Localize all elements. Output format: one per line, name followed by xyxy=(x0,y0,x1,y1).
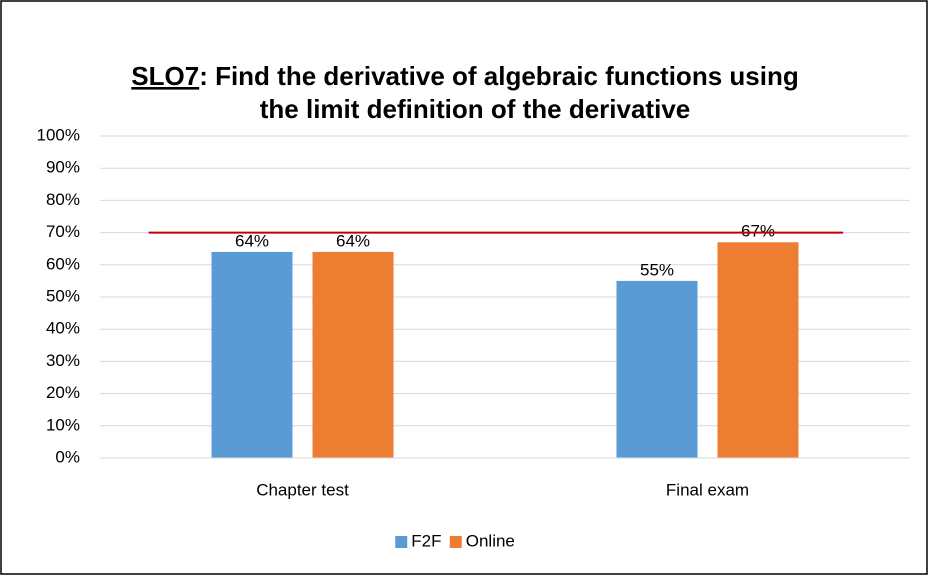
chart-title: SLO7: Find the derivative of algebraic f… xyxy=(131,61,798,91)
x-tick-label: Final exam xyxy=(666,480,749,499)
bar xyxy=(312,251,394,458)
y-tick-label: 30% xyxy=(46,351,80,370)
legend-swatch xyxy=(395,536,408,548)
y-tick-label: 0% xyxy=(55,447,80,466)
chart-title-line: the limit definition of the derivative xyxy=(260,94,691,124)
y-tick-label: 10% xyxy=(46,415,80,434)
legend-label: F2F xyxy=(411,531,441,550)
y-tick-label: 80% xyxy=(46,190,80,209)
bar xyxy=(717,242,799,458)
y-tick-label: 100% xyxy=(37,125,80,144)
legend-label: Online xyxy=(466,531,515,550)
title-label: SLO7 xyxy=(131,61,199,91)
x-tick-label: Chapter test xyxy=(256,480,349,499)
data-label: 64% xyxy=(235,231,269,250)
data-label: 55% xyxy=(640,260,674,279)
data-label: 67% xyxy=(741,222,775,241)
y-tick-label: 40% xyxy=(46,319,80,338)
title-text: : Find the derivative of algebraic funct… xyxy=(199,61,799,91)
y-tick-label: 70% xyxy=(46,222,80,241)
bar xyxy=(211,251,293,458)
y-tick-label: 50% xyxy=(46,286,80,305)
y-tick-label: 90% xyxy=(46,158,80,177)
data-label: 64% xyxy=(336,231,370,250)
legend-swatch xyxy=(449,536,462,548)
y-tick-label: 20% xyxy=(46,383,80,402)
bar xyxy=(616,280,698,458)
y-tick-label: 60% xyxy=(46,254,80,273)
